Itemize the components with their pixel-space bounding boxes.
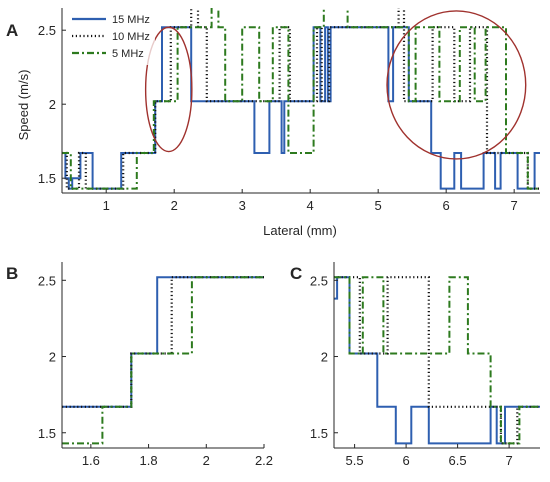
legend: 15 MHz 10 MHz 5 MHz: [67, 7, 155, 65]
panel-c-series-10mhz: [334, 276, 540, 445]
panel-b-plot-area: [62, 262, 264, 448]
panel-c: 5.5 6 6.5 7 1.5 2 2.5: [310, 262, 540, 468]
legend-label-15mhz: 15 MHz: [112, 14, 150, 26]
panel-c-series-5mhz: [334, 276, 540, 445]
panel-c-x-tick-label: 7: [505, 453, 512, 468]
panel-a-x-axis-label: Lateral (mm): [263, 223, 337, 238]
panel-b-y-tick-label: 2.5: [38, 273, 56, 288]
panel-a-y-tick-label: 2.5: [38, 23, 56, 38]
panel-c-series-group: [334, 276, 540, 445]
panel-a-x-tick-label: 5: [375, 198, 382, 213]
panel-a-x-tick-label: 1: [103, 198, 110, 213]
panel-c-y-tick-label: 2.5: [310, 273, 328, 288]
panel-c-y-tick-label: 1.5: [310, 426, 328, 441]
panel-a-series-5mhz: [62, 8, 540, 190]
panel-c-x-tick-label: 6.5: [449, 453, 467, 468]
panel-c-x-tick-label: 6: [402, 453, 409, 468]
legend-box: [67, 7, 155, 65]
panel-a-x-tick-label: 4: [307, 198, 314, 213]
panel-b-x-tick-label: 1.6: [82, 453, 100, 468]
panel-c-y-tick-label: 2: [321, 350, 328, 365]
legend-label-10mhz: 10 MHz: [112, 31, 150, 43]
panel-c-plot-area: [334, 262, 540, 448]
panel-a-x-tick-label: 6: [443, 198, 450, 213]
panel-a-y-tick-label: 2: [49, 97, 56, 112]
panel-a-y-axis-label: Speed (m/s): [16, 70, 31, 141]
panel-a-x-tick-label: 2: [171, 198, 178, 213]
panel-b-y-tick-label: 1.5: [38, 426, 56, 441]
panel-label-b: B: [6, 264, 18, 283]
panel-b-x-tick-label: 1.8: [140, 453, 158, 468]
panel-b: 1.6 1.8 2 2.2 1.5 2 2.5: [38, 262, 273, 468]
panel-a-highlight-ellipse-2: [386, 10, 527, 160]
panel-label-c: C: [290, 264, 302, 283]
panel-b-series-5mhz: [62, 276, 264, 445]
panel-b-series-group: [62, 276, 264, 445]
panel-a-x-tick-label: 3: [239, 198, 246, 213]
panel-a-series-group: [62, 8, 540, 190]
panel-b-y-tick-label: 2: [49, 350, 56, 365]
panel-b-x-tick-label: 2.2: [255, 453, 273, 468]
panel-a-x-tick-label: 7: [511, 198, 518, 213]
panel-b-x-tick-label: 2: [203, 453, 210, 468]
panel-a-highlight-ellipse-1: [144, 26, 193, 153]
panel-c-x-tick-label: 5.5: [346, 453, 364, 468]
panel-label-a: A: [6, 21, 18, 40]
legend-label-5mhz: 5 MHz: [112, 48, 144, 60]
panel-a-y-tick-label: 1.5: [38, 171, 56, 186]
